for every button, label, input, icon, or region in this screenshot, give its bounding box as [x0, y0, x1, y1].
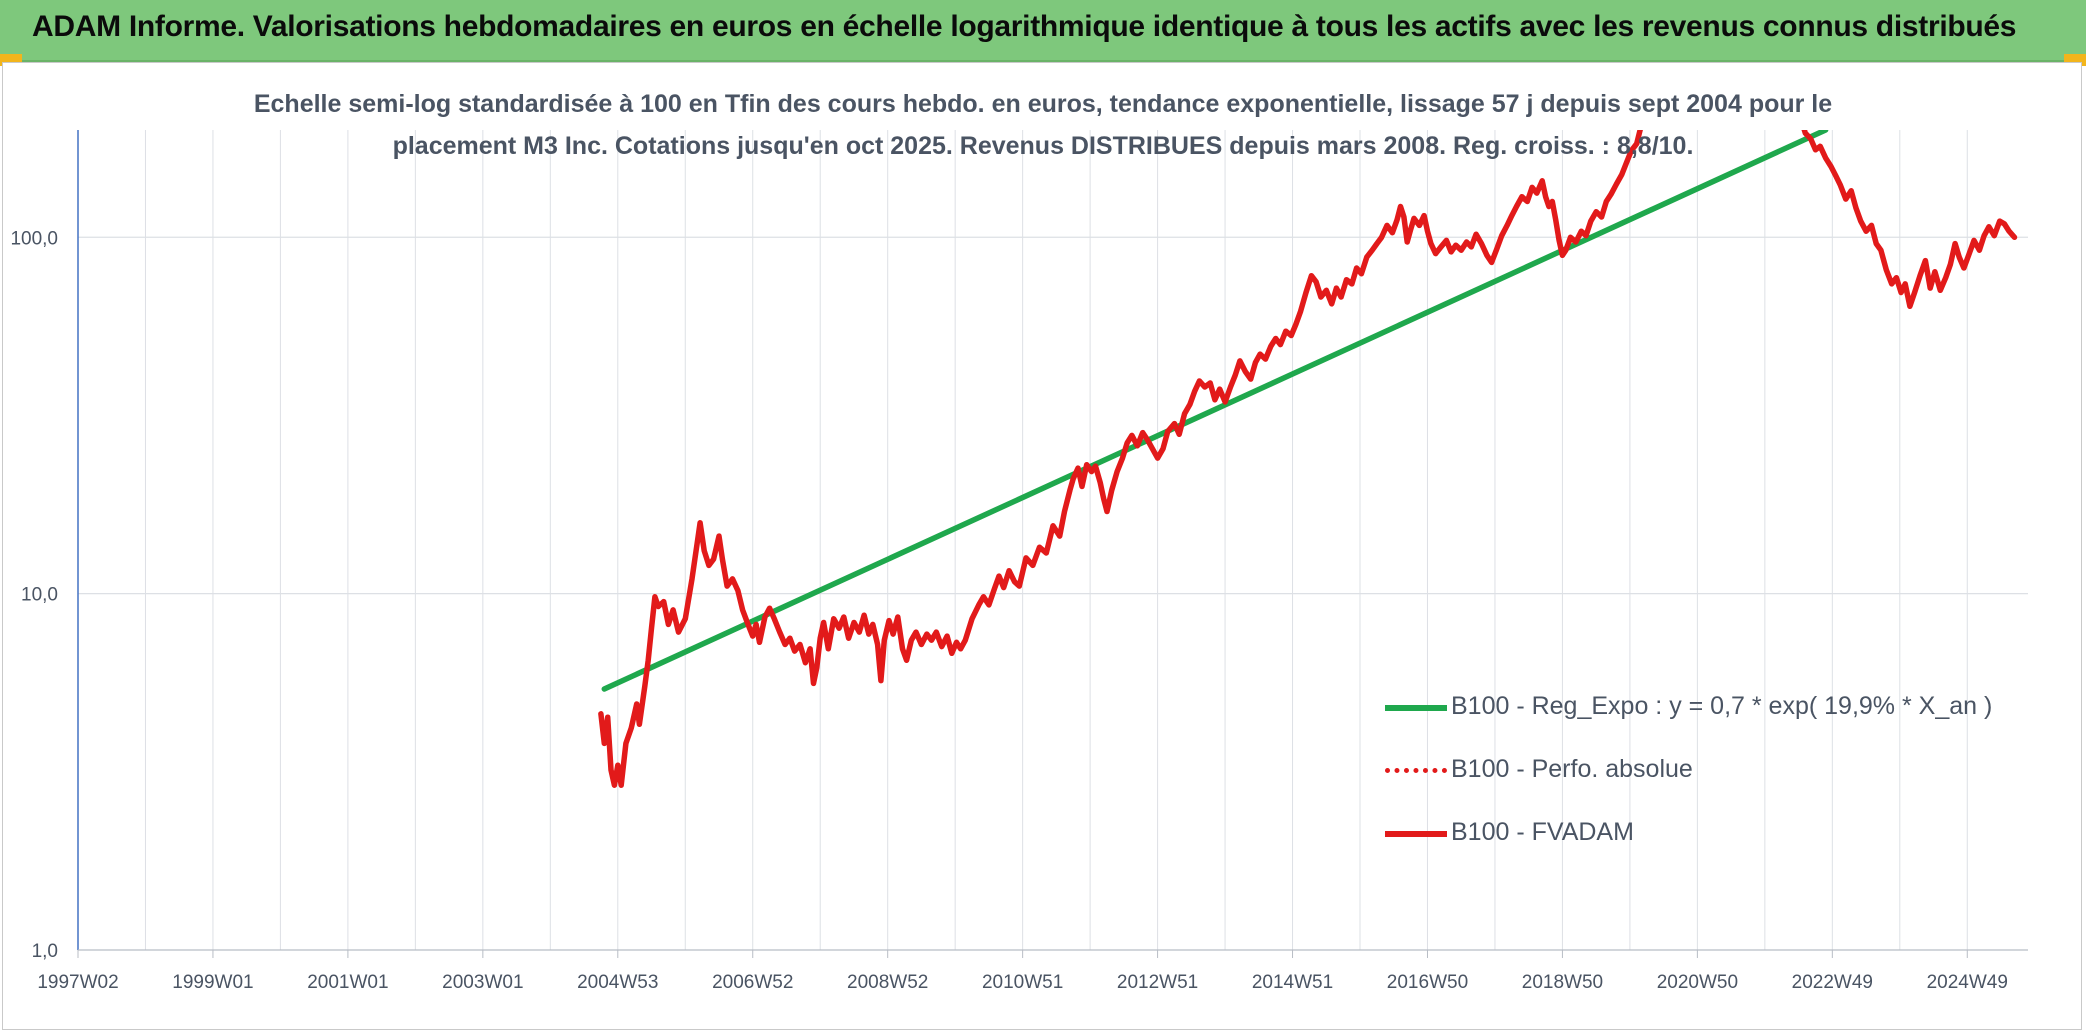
- x-tick-label: 2004W53: [577, 972, 658, 993]
- legend-swatch-reg-expo: [1385, 705, 1447, 711]
- series-line-reg-expo: [601, 130, 1829, 692]
- x-tick-label: 2016W50: [1387, 972, 1468, 993]
- chart-axes: [77, 130, 2028, 958]
- legend-swatch-perfo-absolue: [1385, 768, 1447, 773]
- legend-label-perfo-absolue: B100 - Perfo. absolue: [1451, 755, 1693, 783]
- x-tick-label: 2020W50: [1657, 972, 1738, 993]
- x-tick-label: 2008W52: [847, 972, 928, 993]
- x-tick-label: 2003W01: [442, 972, 523, 993]
- chart-grid: [78, 130, 2028, 950]
- x-tick-label: 2018W50: [1522, 972, 1603, 993]
- legend-label-fvadam: B100 - FVADAM: [1451, 818, 1634, 846]
- series-line-fvadam: [598, 130, 2018, 788]
- x-tick-label: 1999W01: [172, 972, 253, 993]
- x-tick-label: 1997W02: [37, 972, 118, 993]
- report-header: ADAM Informe. Valorisations hebdomadaire…: [0, 0, 2086, 62]
- x-tick-label: 2012W51: [1117, 972, 1198, 993]
- legend-swatch-fvadam: [1385, 831, 1447, 837]
- chart-series-layer: [598, 130, 2018, 788]
- report-title: ADAM Informe. Valorisations hebdomadaire…: [32, 10, 2017, 43]
- y-tick-label: 100,0: [10, 228, 58, 249]
- chart-title-line-1: Echelle semi-log standardisée à 100 en T…: [253, 90, 1833, 118]
- y-tick-label: 10,0: [21, 585, 58, 606]
- x-tick-label: 2024W49: [1927, 972, 2008, 993]
- chart-title-line-2: placement M3 Inc. Cotations jusqu'en oct…: [392, 132, 1694, 160]
- x-tick-label: 2010W51: [982, 972, 1063, 993]
- x-tick-label: 2006W52: [712, 972, 793, 993]
- x-tick-label: 2014W51: [1252, 972, 1333, 993]
- legend-label-reg-expo: B100 - Reg_Expo : y = 0,7 * exp( 19,9% *…: [1451, 692, 1993, 720]
- chart-tick-labels: 1997W02 1999W01 2001W01 2003W01 2004W53 2006W…: [10, 228, 2007, 993]
- x-tick-label: 2001W01: [307, 972, 388, 993]
- x-tick-label: 2022W49: [1792, 972, 1873, 993]
- y-tick-label: 1,0: [32, 941, 58, 962]
